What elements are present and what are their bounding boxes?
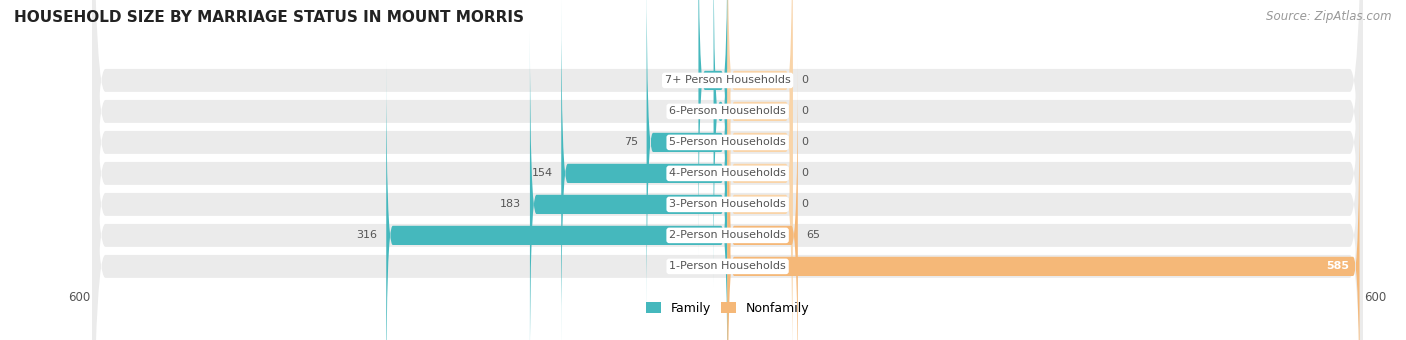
Text: 65: 65 (807, 231, 821, 240)
Text: 154: 154 (531, 168, 553, 179)
Text: 5-Person Households: 5-Person Households (669, 137, 786, 148)
Text: 1-Person Households: 1-Person Households (669, 261, 786, 271)
Text: 0: 0 (801, 137, 808, 148)
Text: HOUSEHOLD SIZE BY MARRIAGE STATUS IN MOUNT MORRIS: HOUSEHOLD SIZE BY MARRIAGE STATUS IN MOU… (14, 10, 524, 25)
Text: 585: 585 (1326, 261, 1348, 271)
Text: 2-Person Households: 2-Person Households (669, 231, 786, 240)
FancyBboxPatch shape (561, 0, 728, 340)
Legend: Family, Nonfamily: Family, Nonfamily (641, 297, 814, 320)
Text: 183: 183 (501, 199, 522, 209)
FancyBboxPatch shape (728, 0, 793, 340)
Text: 0: 0 (711, 261, 718, 271)
FancyBboxPatch shape (728, 28, 793, 340)
Text: 0: 0 (801, 199, 808, 209)
Text: 0: 0 (801, 75, 808, 85)
FancyBboxPatch shape (728, 0, 793, 319)
FancyBboxPatch shape (530, 28, 728, 340)
FancyBboxPatch shape (93, 0, 1362, 340)
FancyBboxPatch shape (93, 0, 1362, 340)
FancyBboxPatch shape (728, 90, 1360, 340)
Text: 7+ Person Households: 7+ Person Households (665, 75, 790, 85)
FancyBboxPatch shape (728, 59, 797, 340)
Text: 27: 27 (675, 75, 690, 85)
FancyBboxPatch shape (647, 0, 728, 319)
Text: 13: 13 (690, 106, 704, 116)
FancyBboxPatch shape (93, 0, 1362, 340)
Text: 316: 316 (357, 231, 378, 240)
FancyBboxPatch shape (699, 0, 728, 257)
FancyBboxPatch shape (93, 0, 1362, 340)
FancyBboxPatch shape (387, 59, 728, 340)
Text: 4-Person Households: 4-Person Households (669, 168, 786, 179)
Text: 0: 0 (801, 106, 808, 116)
FancyBboxPatch shape (93, 0, 1362, 340)
Text: 75: 75 (624, 137, 638, 148)
Text: 0: 0 (801, 168, 808, 179)
FancyBboxPatch shape (93, 0, 1362, 340)
FancyBboxPatch shape (728, 0, 793, 257)
Text: 6-Person Households: 6-Person Households (669, 106, 786, 116)
FancyBboxPatch shape (728, 0, 793, 288)
Text: 3-Person Households: 3-Person Households (669, 199, 786, 209)
FancyBboxPatch shape (93, 0, 1362, 340)
FancyBboxPatch shape (714, 0, 728, 288)
Text: Source: ZipAtlas.com: Source: ZipAtlas.com (1267, 10, 1392, 23)
